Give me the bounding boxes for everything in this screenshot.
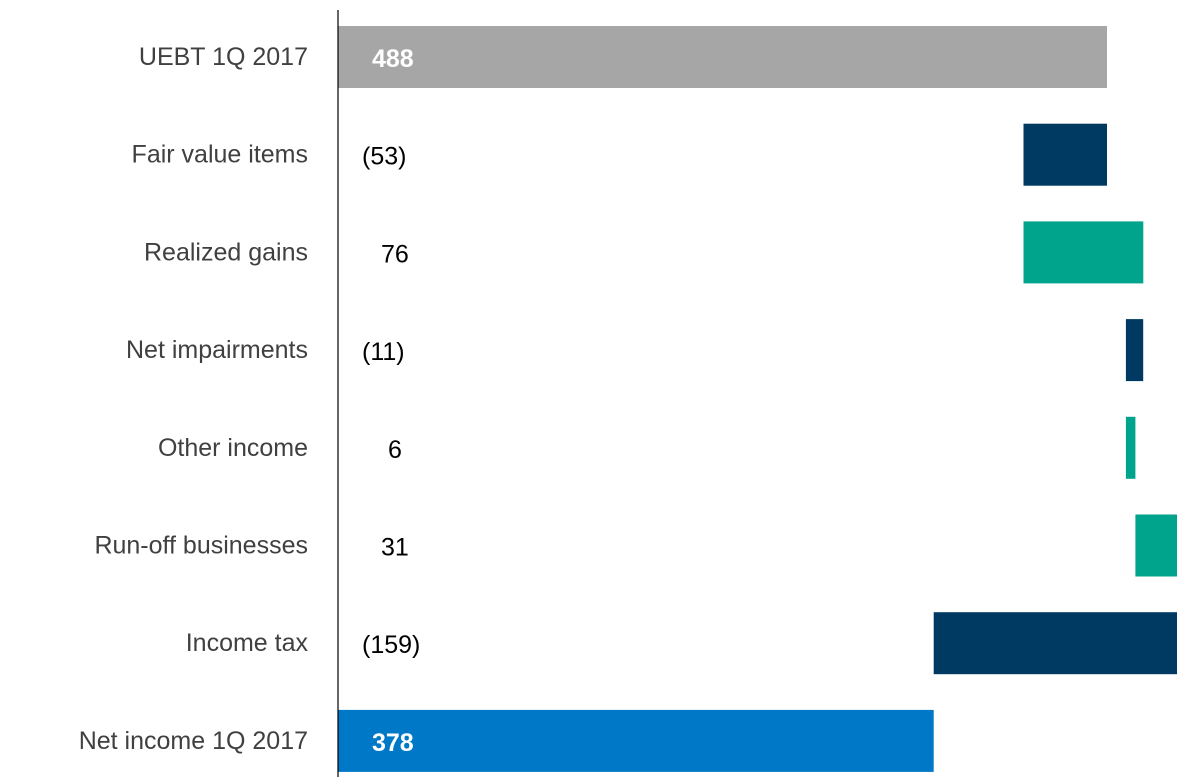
value-label: (11)	[362, 338, 405, 366]
value-label: (159)	[362, 631, 420, 659]
category-label: Income tax	[186, 629, 309, 657]
category-label: Net income 1Q 2017	[79, 727, 308, 755]
category-label: Fair value items	[132, 141, 308, 169]
category-label: Net impairments	[126, 336, 308, 364]
value-label: (53)	[362, 143, 406, 171]
bars-group	[338, 26, 1177, 772]
bar-run-off-businesses	[1135, 515, 1177, 577]
category-label: UEBT 1Q 2017	[139, 43, 308, 71]
bar-fair-value-items	[1024, 124, 1108, 186]
bar-net-impairments	[1126, 319, 1143, 381]
bar-realized-gains	[1024, 221, 1144, 283]
value-label: 6	[388, 436, 402, 464]
value-label: 488	[372, 45, 414, 73]
category-labels-group: UEBT 1Q 2017 Fair value items Realized gai…	[79, 43, 309, 755]
value-label: 76	[381, 240, 409, 268]
category-label: Run-off businesses	[94, 532, 308, 560]
value-label: 378	[372, 729, 414, 757]
category-label: Realized gains	[144, 238, 308, 266]
bar-uebt-1q-2017	[338, 26, 1107, 88]
category-label: Other income	[158, 434, 308, 462]
bar-other-income	[1126, 417, 1136, 479]
value-labels-group: 488 (53) 76 (11) 6 31 (159) 378	[362, 45, 420, 757]
bar-income-tax	[934, 612, 1177, 674]
bar-net-income-1q-2017	[338, 710, 934, 772]
value-label: 31	[381, 534, 409, 562]
